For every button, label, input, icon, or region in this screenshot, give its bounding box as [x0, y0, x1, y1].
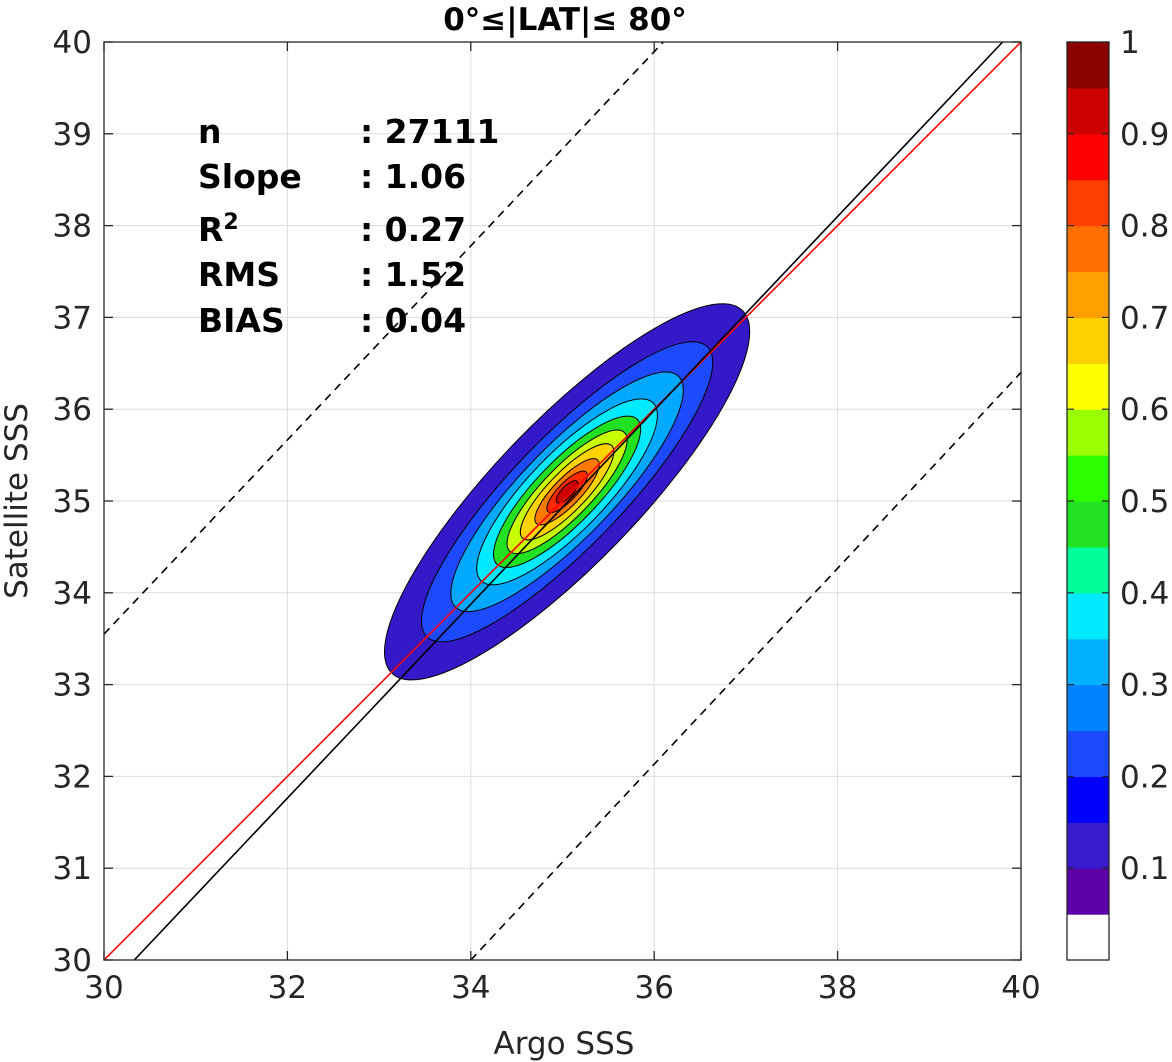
colorbar-segment: [1067, 225, 1109, 273]
stat-label: RMS: [198, 255, 280, 294]
regression-fit-line: [133, 42, 1004, 960]
colorbar-segment: [1067, 409, 1109, 456]
y-tick-label: 30: [53, 943, 92, 979]
colorbar-segment: [1067, 501, 1109, 548]
contour-level: [555, 480, 579, 504]
y-tick-label: 39: [53, 117, 92, 153]
stat-label: BIAS: [198, 301, 285, 340]
stat-value: : 0.04: [360, 301, 466, 340]
colorbar-segment: [1067, 638, 1109, 686]
reference-lines: [104, 42, 1021, 960]
colorbar-segment: [1067, 179, 1109, 227]
y-tick-label: 35: [53, 484, 92, 520]
colorbar-segment: [1067, 684, 1109, 732]
stat-value: : 27111: [360, 112, 500, 151]
colorbar-tick-label: 0.4: [1120, 576, 1169, 612]
stat-label-superscript: 2: [223, 210, 238, 235]
colorbar-tick-label: 0.3: [1120, 668, 1169, 704]
upper-bound-line: [104, 42, 664, 635]
colorbar-segment: [1067, 455, 1109, 502]
colorbar-segment: [1067, 730, 1109, 777]
colorbar-tick-label: 0.8: [1120, 209, 1169, 245]
colorbar-segment: [1067, 914, 1109, 961]
chart-title: 0°≤|LAT|≤ 80°: [443, 2, 687, 38]
stat-value: : 0.27: [360, 210, 466, 249]
x-tick-label: 38: [818, 970, 857, 1006]
colorbar-segment: [1067, 868, 1109, 915]
x-tick-label: 32: [268, 970, 307, 1006]
colorbar: 0.1 0.2 0.3 0.4 0.5 0.6 0.7 0.8 0.9 1: [1066, 25, 1169, 961]
colorbar-tick-label: 0.7: [1120, 300, 1169, 336]
colorbar-segment: [1067, 271, 1109, 318]
density-contours: [384, 303, 751, 681]
y-tick-label: 36: [53, 392, 92, 428]
colorbar-tick-label: 0.9: [1120, 117, 1169, 153]
stat-value: : 1.06: [360, 157, 466, 196]
x-tick-label: 36: [634, 970, 673, 1006]
stat-label: n: [198, 112, 222, 151]
colorbar-tick-label: 0.6: [1120, 392, 1169, 428]
y-tick-label: 38: [53, 209, 92, 245]
one-to-one-line: [104, 42, 1021, 960]
stat-value: : 1.52: [360, 255, 466, 294]
colorbar-segment: [1067, 363, 1109, 410]
y-tick-label: 33: [53, 668, 92, 704]
stat-label: Slope: [198, 157, 302, 196]
y-axis-label: Satellite SSS: [0, 403, 35, 599]
colorbar-segment: [1067, 87, 1109, 135]
y-tick-label: 32: [53, 759, 92, 795]
x-axis-label: Argo SSS: [494, 1026, 635, 1062]
colorbar-segment: [1067, 317, 1109, 364]
colorbar-segment: [1067, 546, 1109, 594]
colorbar-tick-label: 0.2: [1120, 759, 1169, 795]
colorbar-segment: [1067, 42, 1109, 89]
x-tick-label: 40: [1001, 970, 1040, 1006]
colorbar-segment: [1067, 133, 1109, 181]
x-tick-label: 30: [84, 970, 123, 1006]
y-tick-label: 37: [53, 300, 92, 336]
colorbar-segment: [1067, 822, 1109, 869]
colorbar-tick-label: 1: [1120, 25, 1140, 61]
y-tick-label: 31: [53, 851, 92, 887]
colorbar-segment: [1067, 592, 1109, 640]
colorbar-tick-label: 0.1: [1120, 851, 1169, 887]
y-tick-label: 34: [53, 576, 92, 612]
colorbar-tick-label: 0.5: [1120, 484, 1169, 520]
x-tick-label: 34: [451, 970, 490, 1006]
y-tick-label: 40: [53, 25, 92, 61]
colorbar-segment: [1067, 776, 1109, 823]
plot-area: 30 32 34 36 38 40 30 31 32 33 34 35 36 37 38 39 40 n : 271…: [53, 25, 1041, 1006]
